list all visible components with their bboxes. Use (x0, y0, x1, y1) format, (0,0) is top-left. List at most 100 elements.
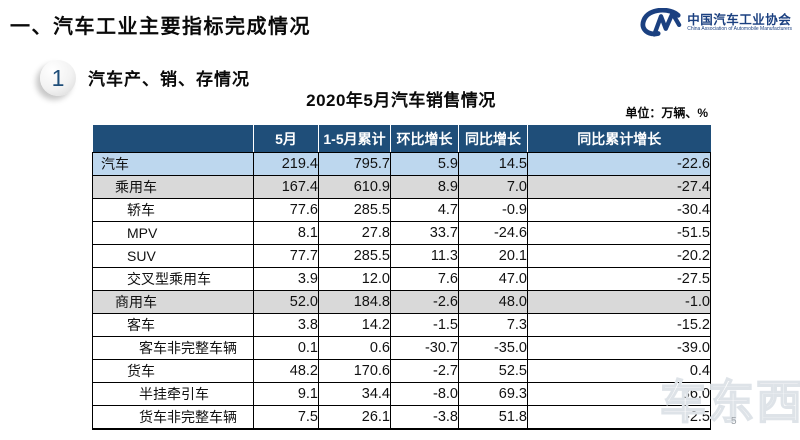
column-header: 同比累计增长 (527, 125, 711, 153)
cell-value: -0.9 (458, 198, 528, 222)
cell-value: 34.4 (318, 382, 391, 406)
table-row: 交叉型乘用车 3.9 12.0 7.6 47.0 -27.5 (92, 267, 711, 291)
cell-value: 20.1 (458, 244, 528, 268)
cell-value: 14.5 (458, 152, 528, 176)
section-number: 1 (51, 64, 65, 91)
table-row: 半挂牵引车 9.1 34.4 -8.0 69.3 36.0 (92, 382, 711, 406)
cell-value: 0.6 (318, 336, 391, 360)
table-title: 2020年5月汽车销售情况 (306, 91, 496, 110)
cell-value: 5.9 (390, 152, 459, 176)
cell-value: 51.8 (458, 405, 528, 430)
cell-value: 285.5 (318, 244, 391, 268)
cell-value: 167.4 (253, 175, 319, 199)
table-row: 客车 3.8 14.2 -1.5 7.3 -15.2 (92, 313, 711, 337)
cell-value: 12.0 (318, 267, 391, 291)
cell-value: -1.5 (390, 313, 459, 337)
cell-value: -35.0 (458, 336, 528, 360)
caam-name-cn: 中国汽车工业协会 (687, 12, 792, 27)
row-label: 轿车 (92, 198, 254, 222)
table-row: 乘用车 167.4 610.9 8.9 7.0 -27.4 (92, 175, 711, 199)
cell-value: 3.9 (253, 267, 319, 291)
cell-value: 4.7 (390, 198, 459, 222)
cell-value: -8.0 (390, 382, 459, 406)
table-row: 轿车 77.6 285.5 4.7 -0.9 -30.4 (92, 198, 711, 222)
table-row: 客车非完整车辆 0.1 0.6 -30.7 -35.0 -39.0 (92, 336, 711, 360)
cell-value: 36.0 (527, 382, 711, 406)
row-label: 交叉型乘用车 (92, 267, 254, 291)
slide-title: 一、汽车工业主要指标完成情况 (10, 16, 311, 38)
table-row: 货车非完整车辆 7.5 26.1 -3.8 51.8 -2.5 (92, 405, 711, 430)
column-header: 5月 (253, 125, 319, 153)
cell-value: 7.0 (458, 175, 528, 199)
cell-value: 77.7 (253, 244, 319, 268)
cell-value: 170.6 (318, 359, 391, 383)
cell-value: -20.2 (527, 244, 711, 268)
cell-value: 26.1 (318, 405, 391, 430)
cell-value: 77.6 (253, 198, 319, 222)
row-label: SUV (92, 244, 254, 268)
unit-note: 单位：万辆、% (625, 106, 708, 120)
cell-value: -39.0 (527, 336, 711, 360)
cell-value: 0.1 (253, 336, 319, 360)
cell-value: 219.4 (253, 152, 319, 176)
table-row: 货车 48.2 170.6 -2.7 52.5 0.4 (92, 359, 711, 383)
row-label: 客车 (92, 313, 254, 337)
row-label: MPV (92, 221, 254, 245)
cell-value: 47.0 (458, 267, 528, 291)
cell-value: 795.7 (318, 152, 391, 176)
cell-value: -22.6 (527, 152, 711, 176)
cell-value: 9.1 (253, 382, 319, 406)
cell-value: -1.0 (527, 290, 711, 314)
cell-value: -27.5 (527, 267, 711, 291)
cell-value: 7.3 (458, 313, 528, 337)
cell-value: 8.1 (253, 221, 319, 245)
cell-value: 610.9 (318, 175, 391, 199)
row-label: 货车 (92, 359, 254, 383)
caam-logo-text: 中国汽车工业协会 China Association of Automobile… (687, 12, 792, 32)
cell-value: -2.6 (390, 290, 459, 314)
cell-value: -30.7 (390, 336, 459, 360)
cell-value: -24.6 (458, 221, 528, 245)
column-header: 1-5月累计 (318, 125, 391, 153)
cell-value: 7.6 (390, 267, 459, 291)
row-label: 汽车 (92, 152, 254, 176)
row-label-header (92, 125, 254, 153)
column-header: 环比增长 (390, 125, 459, 153)
cell-value: -15.2 (527, 313, 711, 337)
cell-value: 184.8 (318, 290, 391, 314)
cell-value: 285.5 (318, 198, 391, 222)
cell-value: 14.2 (318, 313, 391, 337)
cell-value: 69.3 (458, 382, 528, 406)
row-label: 商用车 (92, 290, 254, 314)
table-row: 商用车 52.0 184.8 -2.6 48.0 -1.0 (92, 290, 711, 314)
table-row: 汽车 219.4 795.7 5.9 14.5 -22.6 (92, 152, 711, 176)
table-head-row: 5月 1-5月累计 环比增长 同比增长 同比累计增长 (92, 125, 711, 153)
cell-value: 52.5 (458, 359, 528, 383)
cell-value: 11.3 (390, 244, 459, 268)
page-number: 5 (731, 416, 737, 427)
caam-logo: 中国汽车工业协会 China Association of Automobile… (640, 8, 792, 38)
row-label: 乘用车 (92, 175, 254, 199)
column-header: 同比增长 (458, 125, 528, 153)
cell-value: -27.4 (527, 175, 711, 199)
cell-value: -2.5 (527, 405, 711, 430)
table-row: MPV 8.1 27.8 33.7 -24.6 -51.5 (92, 221, 711, 245)
cell-value: 7.5 (253, 405, 319, 430)
cell-value: -30.4 (527, 198, 711, 222)
row-label: 客车非完整车辆 (92, 336, 254, 360)
cell-value: 52.0 (253, 290, 319, 314)
cell-value: -3.8 (390, 405, 459, 430)
cell-value: 48.2 (253, 359, 319, 383)
cell-value: 3.8 (253, 313, 319, 337)
section-title: 汽车产、销、存情况 (88, 70, 250, 89)
cell-value: 27.8 (318, 221, 391, 245)
cell-value: -2.7 (390, 359, 459, 383)
cell-value: 48.0 (458, 290, 528, 314)
caam-logo-icon (640, 8, 682, 37)
cell-value: 0.4 (527, 359, 711, 383)
caam-name-en: China Association of Automobile Manufact… (687, 25, 792, 32)
table-body: 汽车 219.4 795.7 5.9 14.5 -22.6 乘用车 167.4 610.9 8.9… (92, 152, 711, 430)
row-label: 货车非完整车辆 (92, 405, 254, 430)
row-label: 半挂牵引车 (92, 382, 254, 406)
cell-value: 33.7 (390, 221, 459, 245)
